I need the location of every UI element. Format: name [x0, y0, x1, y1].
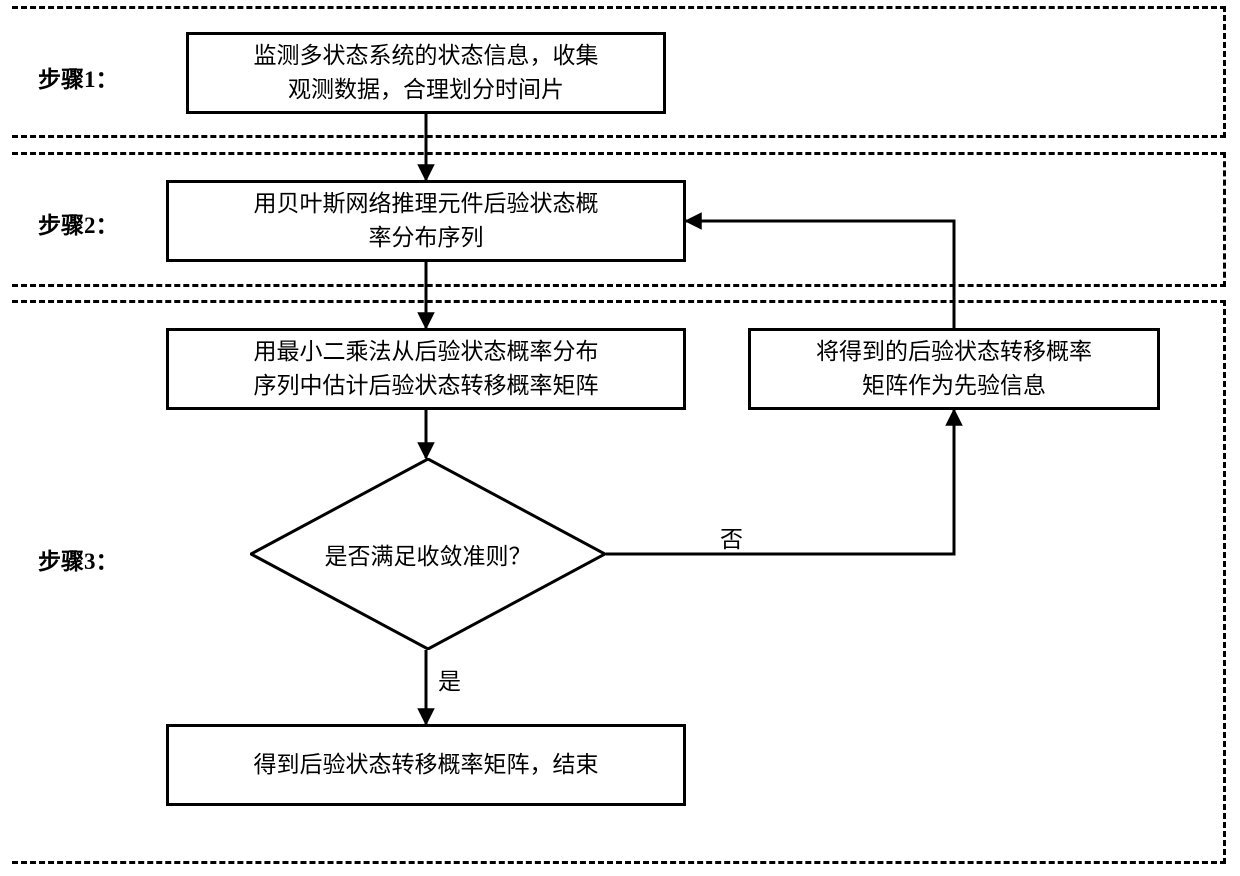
node-bayes: 用贝叶斯网络推理元件后验状态概率分布序列	[166, 180, 686, 262]
step-label-1: 步骤1：	[38, 60, 119, 94]
node-leastsq: 用最小二乘法从后验状态概率分布序列中估计后验状态转移概率矩阵	[166, 328, 686, 410]
node-prior-text: 将得到的后验状态转移概率矩阵作为先验信息	[816, 335, 1092, 404]
node-decision-text: 是否满足收敛准则？	[325, 537, 532, 571]
step-label-3: 步骤3：	[38, 542, 119, 576]
step-label-2: 步骤2：	[38, 206, 119, 240]
node-leastsq-text: 用最小二乘法从后验状态概率分布序列中估计后验状态转移概率矩阵	[254, 335, 599, 404]
node-prior: 将得到的后验状态转移概率矩阵作为先验信息	[748, 328, 1160, 410]
node-decision: 是否满足收敛准则？	[250, 458, 606, 650]
edge-label-yes: 是	[438, 662, 461, 696]
node-bayes-text: 用贝叶斯网络推理元件后验状态概率分布序列	[254, 187, 599, 256]
node-end-text: 得到后验状态转移概率矩阵，结束	[254, 748, 599, 783]
node-monitor-text: 监测多状态系统的状态信息，收集观测数据，合理划分时间片	[254, 39, 599, 108]
node-end: 得到后验状态转移概率矩阵，结束	[166, 724, 686, 806]
edge-label-no: 否	[720, 520, 743, 554]
node-monitor: 监测多状态系统的状态信息，收集观测数据，合理划分时间片	[186, 32, 666, 114]
